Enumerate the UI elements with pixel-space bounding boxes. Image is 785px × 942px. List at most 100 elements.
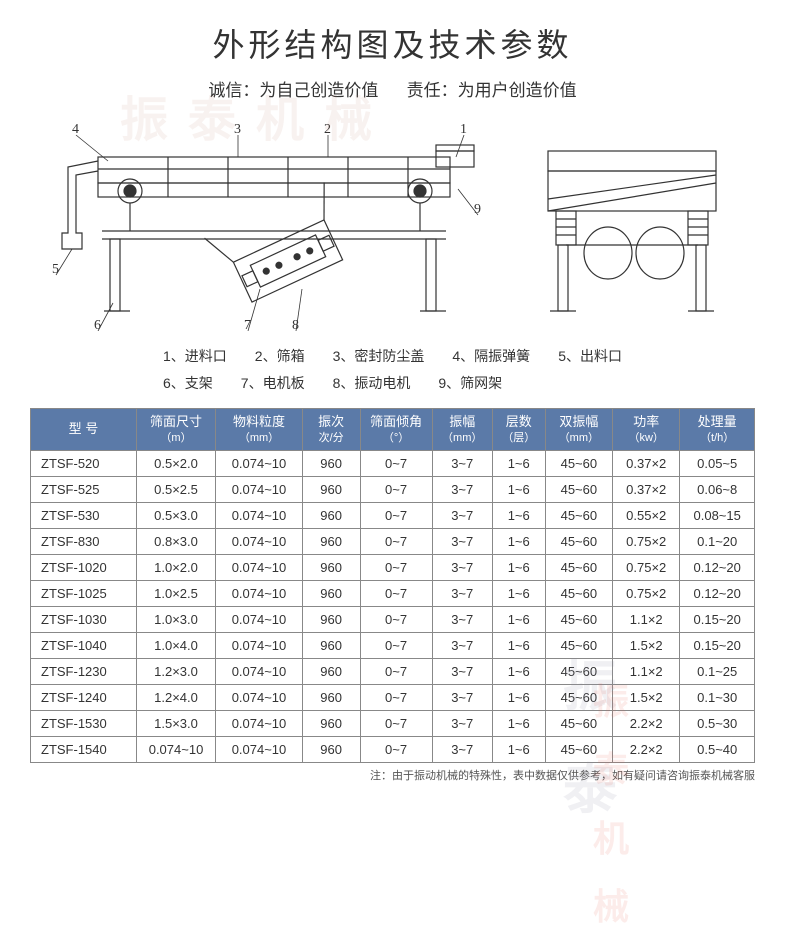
- table-row: ZTSF-5250.5×2.50.074~109600~73~71~645~60…: [31, 477, 755, 503]
- cell: 0.074~10: [216, 581, 303, 607]
- cell: 1~6: [492, 529, 545, 555]
- cell: 0.12~20: [680, 555, 755, 581]
- cell: 0~7: [360, 737, 432, 763]
- cell: 3~7: [432, 633, 492, 659]
- cell: 1~6: [492, 555, 545, 581]
- cell: 0.074~10: [216, 659, 303, 685]
- legend-item-3: 3、密封防尘盖: [333, 343, 425, 370]
- cell: 0~7: [360, 685, 432, 711]
- subtitle-right: 责任：为用户创造价值: [407, 81, 577, 100]
- callout-1: 1: [460, 122, 467, 137]
- table-row: ZTSF-10251.0×2.50.074~109600~73~71~645~6…: [31, 581, 755, 607]
- cell: 0.37×2: [613, 477, 680, 503]
- col-header-0: 型 号: [31, 409, 137, 451]
- cell: 3~7: [432, 477, 492, 503]
- table-row: ZTSF-15301.5×3.00.074~109600~73~71~645~6…: [31, 711, 755, 737]
- table-row: ZTSF-5200.5×2.00.074~109600~73~71~645~60…: [31, 451, 755, 477]
- cell: 2.2×2: [613, 711, 680, 737]
- cell: 1.2×3.0: [136, 659, 215, 685]
- cell: 1.1×2: [613, 659, 680, 685]
- table-row: ZTSF-8300.8×3.00.074~109600~73~71~645~60…: [31, 529, 755, 555]
- table-row: ZTSF-10301.0×3.00.074~109600~73~71~645~6…: [31, 607, 755, 633]
- cell: 0.8×3.0: [136, 529, 215, 555]
- cell: 45~60: [545, 555, 612, 581]
- callout-9: 9: [474, 202, 481, 217]
- cell: 0~7: [360, 477, 432, 503]
- cell: 45~60: [545, 503, 612, 529]
- col-header-9: 处理量（t/h）: [680, 409, 755, 451]
- cell: 960: [302, 555, 360, 581]
- cell: 1~6: [492, 607, 545, 633]
- cell: 3~7: [432, 685, 492, 711]
- diagram-side-view: 123456789: [38, 121, 498, 331]
- table-row: ZTSF-15400.074~100.074~109600~73~71~645~…: [31, 737, 755, 763]
- cell: 45~60: [545, 477, 612, 503]
- cell: 960: [302, 633, 360, 659]
- legend-item-6: 6、支架: [163, 370, 213, 397]
- cell: 1.2×4.0: [136, 685, 215, 711]
- cell: 0.37×2: [613, 451, 680, 477]
- cell: 0.5×2.5: [136, 477, 215, 503]
- table-row: ZTSF-10201.0×2.00.074~109600~73~71~645~6…: [31, 555, 755, 581]
- cell: 0.5~30: [680, 711, 755, 737]
- cell: 0.1~20: [680, 529, 755, 555]
- cell: 1.0×2.0: [136, 555, 215, 581]
- callout-8: 8: [292, 318, 299, 331]
- subtitle-left: 诚信：为自己创造价值: [208, 81, 378, 100]
- cell: ZTSF-1540: [31, 737, 137, 763]
- cell: 45~60: [545, 737, 612, 763]
- cell: 3~7: [432, 607, 492, 633]
- cell: 960: [302, 503, 360, 529]
- cell: 0.074~10: [216, 711, 303, 737]
- cell: 0.15~20: [680, 607, 755, 633]
- cell: 45~60: [545, 581, 612, 607]
- cell: 45~60: [545, 659, 612, 685]
- cell: 3~7: [432, 659, 492, 685]
- cell: ZTSF-1025: [31, 581, 137, 607]
- cell: 0.5×3.0: [136, 503, 215, 529]
- cell: 0.75×2: [613, 555, 680, 581]
- cell: 1~6: [492, 659, 545, 685]
- cell: 0.1~30: [680, 685, 755, 711]
- col-header-2: 物料粒度（mm）: [216, 409, 303, 451]
- cell: 960: [302, 711, 360, 737]
- callout-7: 7: [244, 318, 251, 331]
- cell: 1~6: [492, 711, 545, 737]
- callout-3: 3: [234, 122, 241, 137]
- cell: 1~6: [492, 451, 545, 477]
- table-row: ZTSF-10401.0×4.00.074~109600~73~71~645~6…: [31, 633, 755, 659]
- cell: 0.75×2: [613, 529, 680, 555]
- table-row: ZTSF-12401.2×4.00.074~109600~73~71~645~6…: [31, 685, 755, 711]
- cell: ZTSF-1230: [31, 659, 137, 685]
- cell: 45~60: [545, 633, 612, 659]
- callout-2: 2: [324, 122, 331, 137]
- cell: 0.05~5: [680, 451, 755, 477]
- cell: 0~7: [360, 633, 432, 659]
- cell: 0.12~20: [680, 581, 755, 607]
- cell: 0.074~10: [136, 737, 215, 763]
- cell: 45~60: [545, 607, 612, 633]
- cell: 960: [302, 581, 360, 607]
- cell: 0.5×2.0: [136, 451, 215, 477]
- cell: 0~7: [360, 451, 432, 477]
- col-header-7: 双振幅（mm）: [545, 409, 612, 451]
- spec-table: 型 号筛面尺寸（m）物料粒度（mm）振次次/分筛面倾角（°）振幅（mm）层数（层…: [30, 408, 755, 763]
- cell: 960: [302, 477, 360, 503]
- cell: 1~6: [492, 737, 545, 763]
- col-header-6: 层数（层）: [492, 409, 545, 451]
- cell: 0.06~8: [680, 477, 755, 503]
- cell: 0~7: [360, 711, 432, 737]
- cell: 0.074~10: [216, 503, 303, 529]
- cell: 0.75×2: [613, 581, 680, 607]
- cell: 0.074~10: [216, 685, 303, 711]
- cell: 960: [302, 451, 360, 477]
- table-row: ZTSF-12301.2×3.00.074~109600~73~71~645~6…: [31, 659, 755, 685]
- cell: ZTSF-1040: [31, 633, 137, 659]
- cell: ZTSF-1240: [31, 685, 137, 711]
- cell: 0.074~10: [216, 529, 303, 555]
- callout-6: 6: [94, 318, 101, 331]
- cell: 960: [302, 659, 360, 685]
- cell: 45~60: [545, 529, 612, 555]
- cell: 0~7: [360, 503, 432, 529]
- cell: 960: [302, 685, 360, 711]
